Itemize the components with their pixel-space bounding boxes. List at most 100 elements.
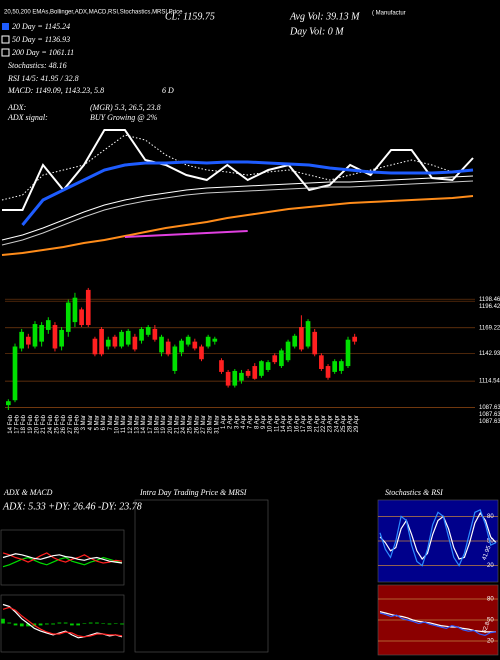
- legend-swatch: [1, 35, 10, 44]
- annotation: 32.8: [482, 621, 492, 635]
- histogram-bar: [51, 623, 55, 625]
- candle-body: [5, 401, 11, 406]
- x-tick-label: 24 Apr: [334, 415, 340, 432]
- panel-border: [0, 594, 125, 653]
- x-tick-label: 4 Mar: [88, 415, 94, 430]
- x-tick-label: 27 Feb: [68, 414, 74, 433]
- x-tick-label: 5 Mar: [94, 415, 100, 430]
- candle-body: [339, 361, 344, 371]
- x-tick-label: 3 Mar: [81, 415, 87, 430]
- x-tick-label: 17 Feb: [15, 414, 21, 433]
- histogram-bar: [26, 623, 30, 627]
- x-tick-label: 11 Mar: [121, 415, 127, 433]
- x-tick-label: 24 Feb: [48, 414, 54, 433]
- avg-volume: Avg Vol: 39.13 M: [289, 11, 360, 22]
- candle-body: [232, 370, 238, 386]
- candle-body: [299, 326, 304, 350]
- x-tick-label: 31 Mar: [214, 415, 220, 434]
- x-tick-label: 26 Feb: [61, 414, 67, 433]
- candle-body: [152, 328, 158, 340]
- legend-swatch: [1, 48, 10, 57]
- candle-body: [139, 328, 144, 341]
- x-tick-label: 19 Feb: [28, 414, 34, 433]
- candle-body: [65, 302, 71, 332]
- candle-body: [39, 325, 44, 342]
- x-tick-label: 15 Apr: [288, 415, 294, 432]
- y-tick-label: 50: [487, 539, 494, 545]
- x-tick-label: 8 Apr: [254, 415, 260, 429]
- legend-text: Stochastics: 48.16: [8, 61, 67, 70]
- close-price: CL: 1159.75: [165, 11, 215, 22]
- x-tick-label: 17 Apr: [301, 415, 307, 432]
- series-line: [1, 134, 474, 201]
- histogram-bar: [57, 622, 62, 624]
- histogram-bar: [82, 623, 87, 624]
- candle-body: [205, 336, 211, 347]
- y-tick-label: 1087.63: [479, 405, 500, 411]
- candle-body: [59, 329, 64, 347]
- candle-body: [85, 289, 91, 326]
- legend-text: (MGR) 5.3, 26.5, 23.8: [90, 103, 161, 112]
- x-tick-label: 21 Feb: [41, 414, 47, 433]
- y-tick-label: 20: [487, 563, 494, 569]
- x-tick-label: 18 Apr: [308, 415, 314, 432]
- candle-body: [212, 338, 218, 342]
- x-tick-label: 4 Apr: [241, 415, 247, 429]
- x-tick-label: 22 Apr: [321, 415, 327, 432]
- header-text: 20,50,200 EMAs,Bollinger,ADX,MACD,RSI,St…: [4, 10, 183, 16]
- candle-body: [305, 321, 311, 347]
- x-tick-label: 25 Mar: [188, 415, 194, 434]
- series-line: [21, 160, 474, 226]
- legend-text: BUY Growing @ 2%: [90, 113, 158, 122]
- x-tick-label: 19 Mar: [161, 415, 167, 434]
- series-line: [2, 556, 123, 568]
- series-line: [1, 175, 474, 241]
- candle-body: [199, 346, 204, 360]
- x-tick-label: 7 Apr: [248, 415, 254, 429]
- x-tick-label: 26 Mar: [194, 415, 200, 434]
- candle-body: [132, 336, 138, 350]
- candle-body: [25, 336, 31, 345]
- panel-title: Stochastics & RSI: [385, 488, 443, 497]
- x-tick-label: 27 Mar: [201, 415, 207, 434]
- candle-body: [279, 350, 284, 367]
- legend-text: ADX:: [7, 103, 27, 112]
- x-tick-label: 20 Feb: [35, 414, 41, 433]
- histogram-bar: [76, 623, 81, 626]
- histogram-bar: [44, 623, 49, 625]
- candle-body: [245, 370, 251, 376]
- candle-body: [259, 361, 264, 376]
- histogram-bar: [70, 623, 74, 626]
- histogram-bar: [101, 623, 106, 624]
- x-tick-label: 3 Apr: [234, 415, 240, 429]
- x-tick-label: 6 Mar: [101, 415, 107, 430]
- x-tick-label: 23 Apr: [328, 415, 334, 432]
- legend: 20,50,200 EMAs,Bollinger,ADX,MACD,RSI,St…: [1, 10, 406, 122]
- y-tick-label: 80: [487, 597, 494, 603]
- candle-body: [272, 355, 278, 363]
- x-tick-label: 11 Apr: [274, 415, 280, 432]
- candle-body: [72, 297, 78, 323]
- candle-body: [79, 309, 84, 326]
- candle-body: [285, 341, 291, 361]
- x-tick-label: 9 Apr: [261, 415, 267, 429]
- candle-body: [172, 346, 178, 371]
- y-tick-label: 1198.46: [479, 297, 500, 303]
- candle-body: [345, 339, 351, 367]
- x-tick-label: 12 Mar: [128, 415, 134, 434]
- panel-title: ADX & MACD: [3, 488, 53, 497]
- histogram-bar: [13, 623, 18, 626]
- x-tick-label: 2 Apr: [228, 415, 234, 429]
- x-tick-label: 10 Mar: [114, 415, 120, 434]
- series-line: [2, 552, 123, 564]
- x-tick-label: 18 Feb: [21, 414, 27, 433]
- histogram-bar: [120, 623, 124, 625]
- x-tick-label: 1 Apr: [221, 415, 227, 429]
- x-tick-label: 16 Apr: [294, 415, 300, 432]
- histogram-bar: [7, 622, 12, 624]
- x-tick-label: 21 Apr: [314, 415, 320, 432]
- x-tick-label: 24 Mar: [181, 415, 187, 434]
- legend-text: ADX signal:: [7, 113, 48, 122]
- x-tick-label: 28 Mar: [208, 415, 214, 434]
- x-tick-label: 21 Mar: [174, 415, 180, 434]
